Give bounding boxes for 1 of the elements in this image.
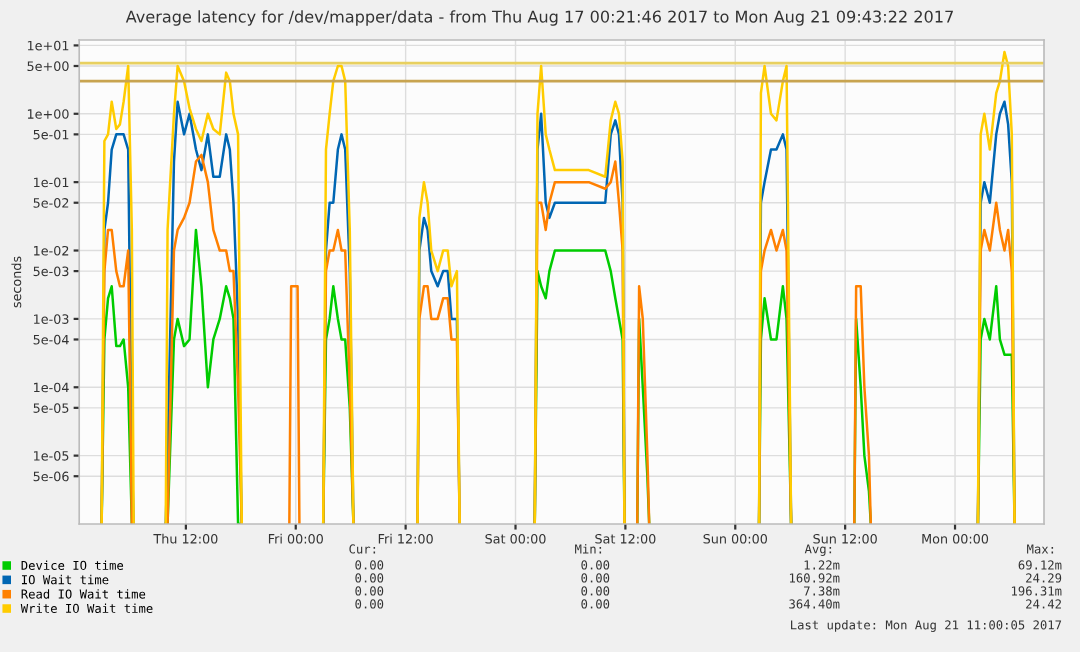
chart-title: Average latency for /dev/mapper/data - from Thu Aug 17 00:21:46 2017 to Mon Aug 21 09:43:22 2017 bbox=[125, 10, 953, 26]
